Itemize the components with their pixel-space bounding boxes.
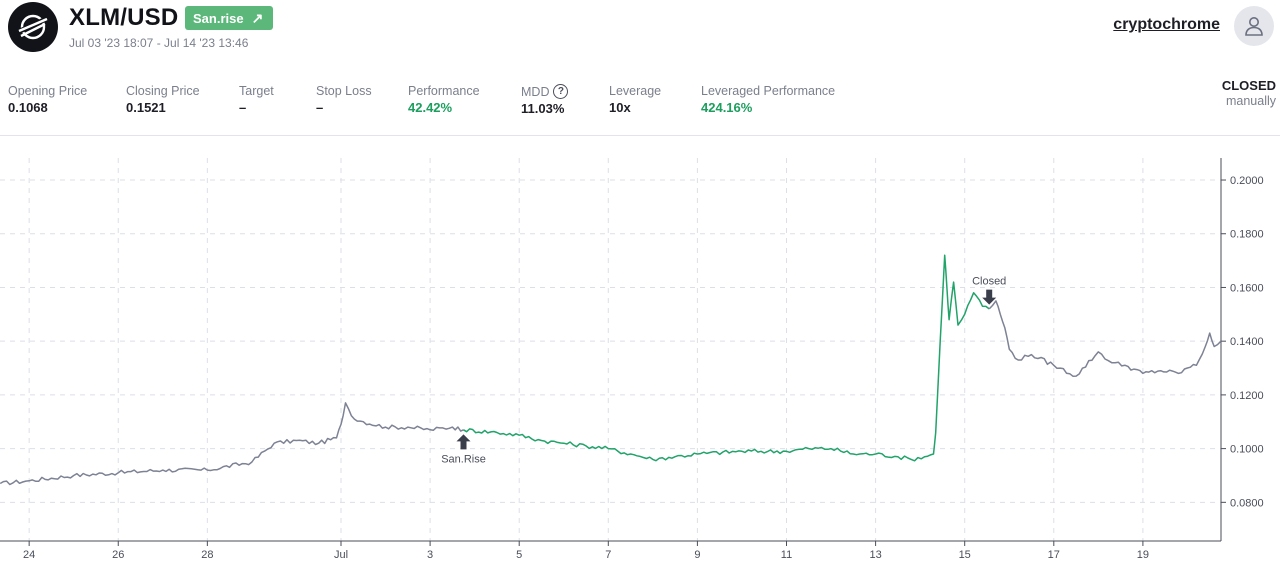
status-label: CLOSED: [1221, 78, 1276, 93]
entry-arrow-up-icon: [456, 434, 471, 450]
stat-target: Target –: [239, 84, 274, 115]
trade-status: CLOSED manually: [1222, 78, 1276, 108]
y-tick-label: 0.1600: [1230, 282, 1264, 294]
stat-value: 0.1068: [8, 100, 48, 115]
stat-value: 424.16%: [701, 100, 753, 115]
x-tick-label: 11: [781, 549, 792, 561]
y-tick-label: 0.2000: [1230, 175, 1264, 187]
price-line-after-trade: [988, 300, 1222, 377]
stellar-logo-icon: [8, 2, 58, 52]
x-tick-label: Jul: [334, 549, 348, 561]
stat-value: –: [239, 100, 247, 115]
stat-label: Target: [239, 84, 274, 98]
price-chart[interactable]: 0.2000 0.1800 0.1600 0.1400 0.1200 0.1000 0.08…: [0, 150, 1280, 569]
info-icon[interactable]: ?: [553, 84, 569, 99]
stat-label: Stop Loss: [316, 84, 372, 98]
username-link[interactable]: cryptochrome: [1113, 16, 1220, 33]
stat-label: Leverage: [609, 84, 662, 98]
annotation-entry-label: San.Rise: [441, 453, 486, 465]
x-tick-label: 5: [516, 549, 522, 561]
stat-value: 10x: [609, 100, 631, 115]
stat-closing-price: Closing Price 0.1521: [126, 84, 200, 115]
price-line-before-trade: [0, 402, 464, 486]
exit-arrow-down-icon: [982, 289, 997, 305]
x-tick-label: 17: [1048, 549, 1060, 561]
badge-label: San.rise: [193, 10, 244, 26]
stat-value: –: [316, 100, 324, 115]
header: XLM/USD San.rise ↗ Jul 03 '23 18:07 - Ju…: [0, 0, 1280, 60]
mdd-label: MDD: [521, 84, 550, 99]
x-tick-label: 19: [1137, 549, 1149, 561]
trade-stats: Opening Price 0.1068 Closing Price 0.152…: [0, 84, 1280, 124]
stat-label: Leveraged Performance: [701, 84, 836, 98]
stat-label: Closing Price: [126, 84, 200, 98]
external-link-icon: ↗: [251, 9, 264, 26]
status-detail: manually: [1225, 94, 1276, 108]
x-tick-label: 7: [605, 549, 611, 561]
stat-label: MDD ?: [521, 84, 569, 99]
trade-date-range: Jul 03 '23 18:07 - Jul 14 '23 13:46: [69, 36, 249, 50]
pair-title: XLM/USD: [69, 4, 179, 31]
x-tick-label: 13: [869, 549, 881, 561]
y-tick-label: 0.1200: [1230, 390, 1264, 402]
price-line-trade: [463, 254, 990, 462]
stat-value: 11.03%: [521, 101, 565, 116]
y-tick-label: 0.0800: [1230, 497, 1264, 509]
y-tick-label: 0.1000: [1230, 444, 1264, 456]
annotation-exit-label: Closed: [972, 276, 1006, 288]
stat-performance: Performance 42.42%: [408, 84, 480, 115]
stat-leveraged-performance: Leveraged Performance 424.16%: [701, 84, 835, 115]
x-tick-label: 9: [694, 549, 700, 561]
stat-label: Opening Price: [8, 84, 88, 98]
stat-stop-loss: Stop Loss –: [316, 84, 372, 115]
x-tick-label: 26: [112, 549, 124, 561]
stat-opening-price: Opening Price 0.1068: [8, 84, 87, 115]
y-tick-label: 0.1800: [1230, 229, 1264, 241]
x-tick-label: 24: [23, 549, 35, 561]
stat-mdd: MDD ? 11.03%: [521, 84, 569, 116]
divider: [0, 135, 1280, 136]
stat-leverage: Leverage 10x: [609, 84, 661, 115]
stat-label: Performance: [408, 84, 480, 98]
stat-value: 0.1521: [126, 100, 166, 115]
x-tick-label: 28: [201, 549, 213, 561]
san-rise-badge[interactable]: San.rise ↗: [185, 6, 274, 30]
y-tick-label: 0.1400: [1230, 336, 1264, 348]
user-avatar-icon[interactable]: [1234, 6, 1274, 46]
x-tick-label: 15: [959, 549, 971, 561]
x-tick-label: 3: [427, 549, 433, 561]
stat-value: 42.42%: [408, 100, 453, 115]
